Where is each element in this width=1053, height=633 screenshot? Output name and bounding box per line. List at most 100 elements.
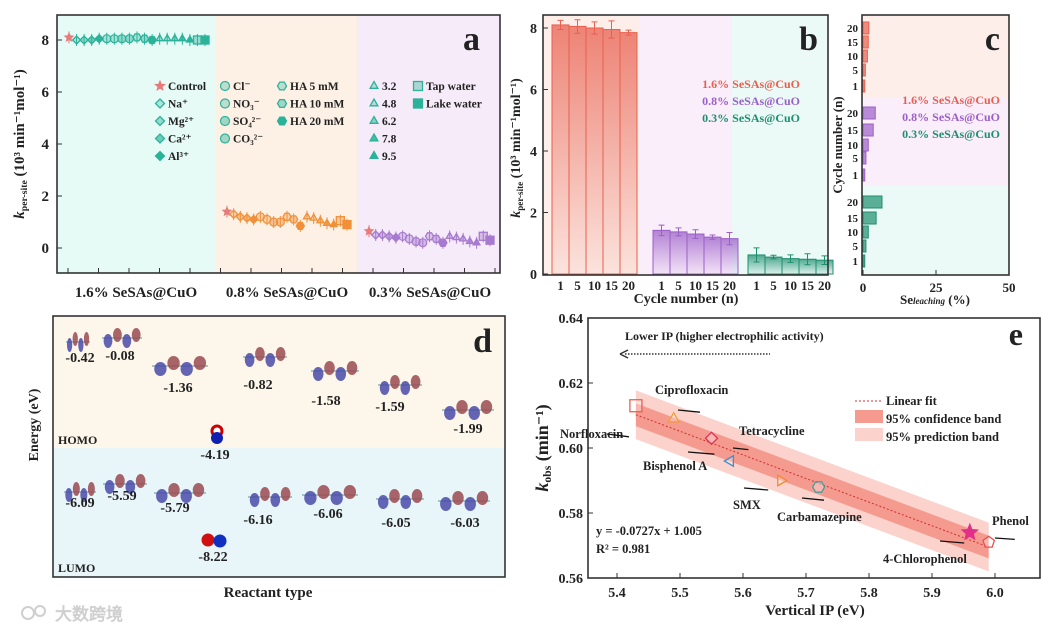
panel-e-arrow [606,433,630,438]
panel-c-ylabel: Cycle number (n) [830,96,845,193]
lobe [180,489,192,503]
panel-a-legend-label: Control [168,81,206,93]
panel-e-arrow [677,409,701,413]
panel-e-label: e [1009,316,1023,352]
panel-b-xtick-label: 5 [574,278,581,293]
lobe [410,375,421,389]
panel-e-point [960,522,980,541]
panel-c-legend-label: 0.8% SeSAs@CuO [902,110,1000,124]
panel-a-point [228,209,239,220]
panel-a-point [269,217,279,227]
ylabel-main: k [509,211,524,218]
panel-c-bar [862,168,866,182]
panel-c-ytick-label: 5 [853,153,859,165]
panel-e-point-label: 4-Chlorophenol [883,552,967,566]
panel-d-homo-value: -1.36 [163,381,192,396]
panel-a-point [139,34,150,43]
panel-a-legend-label: Al³⁺ [168,151,189,163]
panel-c-bar [862,21,870,35]
annotation-arrowhead [619,349,629,359]
panel-d-frame [52,315,506,578]
lobe [275,347,286,361]
lobe [346,361,358,375]
panel-e-point [629,399,643,413]
panel-a-category-label: 0.3% SeSAs@CuO [369,285,491,301]
panel-e-point-label: Bisphenol A [643,459,707,473]
panel-a-legend-marker [154,150,166,162]
panel-e-legend-label: 95% prediction band [886,430,999,444]
panel-c-ytick-label: 5 [853,241,859,253]
panel-c-xlabel: Seleaching (%) [900,292,970,307]
panel-c-bar [862,79,866,93]
panel-d-oxidant-lumo: -8.22 [198,550,227,565]
panel-b-xtick-label: 20 [622,278,635,293]
panel-d-lumo-value: -6.03 [450,516,479,531]
lobe [390,375,400,389]
panel-e-arrow [732,447,749,451]
panel-b-xtick-label: 1 [658,278,665,293]
panel-e-arrow [994,537,1015,541]
panel-a-legend-label: HA 20 mM [290,116,344,128]
lobe [122,334,132,348]
watermark-logo-icon [34,605,46,617]
panel-d-homo-value: -0.82 [243,378,272,393]
panel-b-errorbar [804,253,811,266]
panel-a-legend-marker [368,132,380,142]
panel-d-lumo-region [53,448,505,577]
panel-a-point [288,215,299,224]
panel-d-lumo-value: -6.05 [381,516,410,531]
panel-a-point [102,34,112,44]
lumo-orbital-image [64,482,96,502]
panel-a-point [302,211,312,220]
panel-c-bar [862,49,868,63]
watermark-logo-icon [21,606,35,620]
panel-c-bar [862,63,866,77]
lobe [324,361,335,375]
panel-e-point [777,474,789,487]
legend-prediction-swatch [855,428,883,441]
panel-b-ytick-label: 0 [530,268,537,283]
panel-e-ytick-label: 0.58 [559,507,584,522]
panel-e-point-label: Ciprofloxacin [655,383,728,397]
lobe [304,491,317,505]
lobe [125,480,136,494]
oxidant-lumo-orbital-blue [213,534,227,548]
panel-c-bar [862,151,867,165]
lobe [65,488,73,502]
homo-orbital-image [66,332,90,352]
homo-orbital-image [102,328,142,348]
panel-c-ytick-label: 1 [853,170,859,182]
panel-a-point [418,238,428,248]
homo-orbital-image [442,400,494,420]
lobe [343,485,357,499]
lobe [456,400,468,414]
lobe [265,353,276,367]
panel-b-legend-label: 1.6% SeSAs@CuO [702,77,800,91]
lobe [411,489,423,503]
panel-a-legend-label: 7.8 [382,134,397,146]
oxidant-homo-orbital-blue [211,432,223,444]
lobe [440,497,452,511]
lobe [249,493,260,507]
panel-a-legend-marker [154,115,166,127]
panel-e-arrow [743,487,769,491]
panel-b-bar [619,32,638,275]
panel-a-point [390,232,401,243]
panel-b-ytick-label: 2 [530,207,537,222]
panel-d-homo-label: HOMO [58,433,97,447]
panel-a-legend-marker [219,80,231,92]
panel-c-bar [862,138,869,152]
panel-b-xtick-label: 1 [557,278,564,293]
panel-e-r2: R² = 0.981 [596,542,650,556]
panel-d-ylabel: Energy (eV) [27,388,42,461]
lobe [83,332,90,346]
panel-a-point [155,33,165,42]
panel-e-point-label: Norfloxacin [560,427,623,441]
panel-c-legend-label: 0.3% SeSAs@CuO [902,127,1000,141]
panel-a-legend-label: HA 10 mM [290,99,344,111]
ylabel-sub: per-site [19,180,30,212]
panel-a-point [275,217,285,227]
panel-a-point [109,34,119,44]
panel-a-legend-marker [276,98,288,109]
panel-a-point [411,236,421,247]
